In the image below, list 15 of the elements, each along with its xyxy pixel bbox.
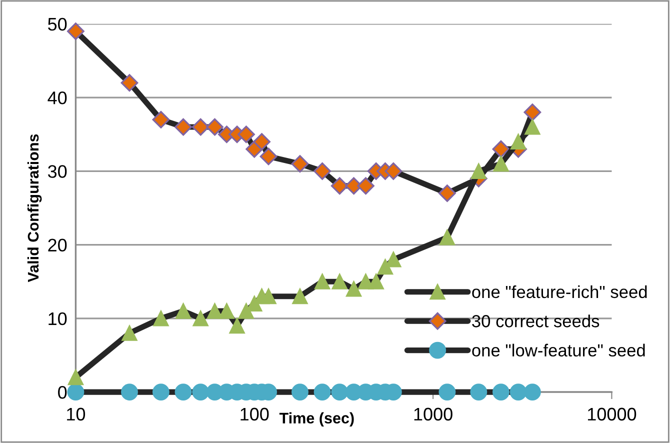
x-tick-label: 100 bbox=[240, 408, 269, 421]
legend-label: one "feature-rich" seed bbox=[472, 285, 647, 298]
x-tick-label: 1000 bbox=[414, 408, 452, 421]
legend-label: one "low-feature" seed bbox=[472, 344, 645, 357]
x-axis-title: Time (sec) bbox=[279, 412, 354, 427]
y-tick-label: 50 bbox=[48, 18, 67, 31]
x-tick-label: 10 bbox=[67, 408, 86, 421]
y-tick-label: 20 bbox=[48, 238, 67, 252]
x-tick-label: 10000 bbox=[588, 408, 636, 421]
y-tick-label: 30 bbox=[48, 165, 67, 178]
y-tick-label: 0 bbox=[58, 386, 67, 399]
y-axis-title: Valid Configurations bbox=[27, 134, 42, 282]
y-tick-label: 10 bbox=[48, 312, 67, 326]
y-tick-label: 40 bbox=[48, 91, 67, 104]
legend-label: 30 correct seeds bbox=[472, 314, 600, 328]
